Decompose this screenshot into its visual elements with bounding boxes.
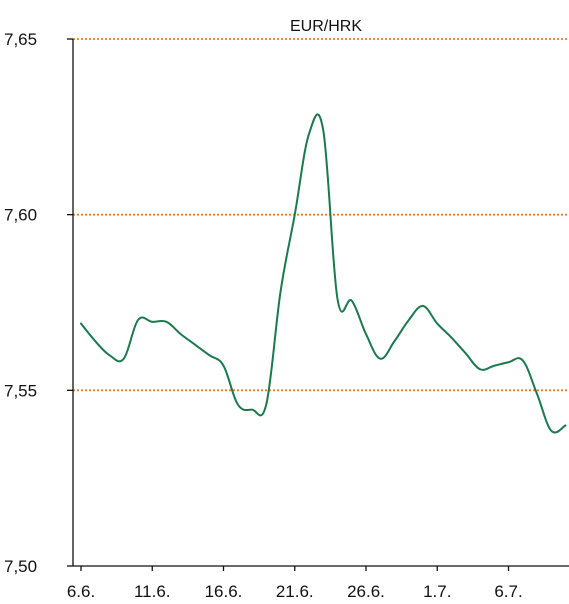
y-axis-ticks: 7,50 7,55 7,60 7,65: [4, 30, 73, 576]
x-tick-label-4: 26.6.: [347, 582, 385, 601]
y-tick-label-0: 7,50: [4, 557, 37, 576]
x-tick-label-6: 6.7.: [494, 582, 522, 601]
x-tick-label-5: 1.7.: [423, 582, 451, 601]
x-tick-label-2: 16.6.: [205, 582, 243, 601]
x-tick-label-1: 11.6.: [134, 582, 171, 601]
y-tick-label-1: 7,55: [4, 381, 37, 400]
x-axis-ticks: 6.6. 11.6. 16.6. 21.6. 26.6. 1.7. 6.7.: [67, 566, 523, 601]
y-tick-label-3: 7,65: [4, 30, 37, 49]
x-tick-label-0: 6.6.: [67, 582, 95, 601]
series-line-eur-hrk: [80, 113, 567, 434]
grid-lines: [73, 38, 569, 392]
y-tick-label-2: 7,60: [4, 206, 37, 225]
chart-title: EUR/HRK: [290, 18, 362, 35]
x-tick-label-3: 21.6.: [276, 582, 314, 601]
